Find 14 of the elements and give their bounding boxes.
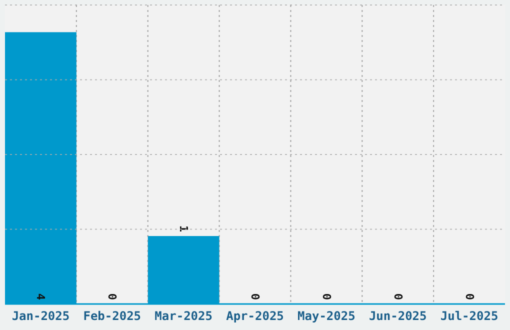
data-label: 0	[320, 293, 333, 300]
x-tick-label: Apr-2025	[226, 309, 284, 323]
data-label: 1	[177, 225, 190, 232]
data-label: 0	[248, 293, 262, 300]
data-label: 4	[34, 293, 48, 300]
x-tick-label: May-2025	[298, 309, 356, 323]
x-tick-label: Jun-2025	[368, 309, 427, 323]
x-tick-label: Mar-2025	[154, 309, 212, 323]
data-label: 0	[391, 293, 404, 300]
x-tick-label: Jul-2025	[440, 309, 498, 323]
data-label: 0	[106, 293, 119, 300]
x-tick-label: Feb-2025	[83, 309, 142, 323]
data-label: 0	[462, 293, 476, 300]
x-tick-label: Jan-2025	[12, 309, 70, 323]
